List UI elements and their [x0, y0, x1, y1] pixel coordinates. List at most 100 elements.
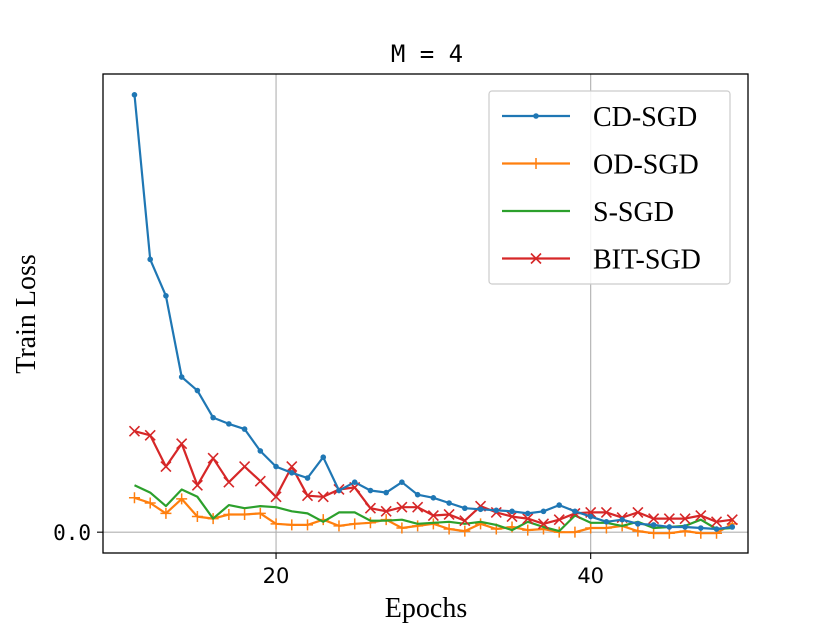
- data-point-bit-sgd-30: [427, 509, 439, 522]
- x-tick-label-40: 40: [577, 564, 604, 588]
- series-cd-sgd: [131, 92, 736, 532]
- data-point-bit-sgd-41: [600, 506, 612, 518]
- legend-marker-cd-sgd: [533, 113, 539, 119]
- data-point-bit-sgd-48: [710, 516, 723, 528]
- data-point-bit-sgd-22: [301, 490, 314, 502]
- data-point-od-sgd-20: [270, 518, 282, 530]
- data-point-od-sgd-24: [333, 520, 345, 532]
- data-point-od-sgd-11: [128, 492, 140, 504]
- data-point-od-sgd-31: [443, 523, 455, 535]
- data-point-od-sgd-25: [349, 518, 361, 530]
- data-point-od-sgd-12: [144, 497, 156, 509]
- data-point-bit-sgd-44: [648, 513, 660, 525]
- data-point-cd-sgd-41: [603, 518, 610, 525]
- data-point-bit-sgd-19: [254, 475, 266, 487]
- data-point-od-sgd-26: [364, 517, 376, 529]
- data-point-cd-sgd-46: [682, 524, 688, 530]
- data-point-od-sgd-17: [223, 508, 235, 520]
- data-point-od-sgd-36: [522, 524, 534, 536]
- data-point-bit-sgd-15: [191, 479, 203, 491]
- data-point-cd-sgd-37: [540, 508, 547, 515]
- data-point-od-sgd-32: [459, 525, 471, 537]
- data-point-bit-sgd-23: [317, 491, 329, 503]
- data-point-cd-sgd-17: [226, 421, 232, 427]
- legend-box: [488, 90, 731, 285]
- data-point-od-sgd-13: [160, 507, 172, 519]
- data-point-cd-sgd-12: [147, 256, 153, 263]
- y-axis-label: Train Loss: [11, 254, 42, 374]
- legend-label-cd-sgd: CD-SGD: [593, 102, 697, 133]
- data-point-cd-sgd-21: [288, 470, 295, 476]
- data-point-od-sgd-18: [239, 508, 251, 520]
- data-point-cd-sgd-30: [430, 495, 437, 501]
- data-point-od-sgd-22: [302, 519, 314, 531]
- data-point-cd-sgd-48: [713, 526, 720, 532]
- data-point-bit-sgd-43: [632, 506, 644, 518]
- data-point-bit-sgd-28: [396, 501, 408, 513]
- data-point-cd-sgd-15: [194, 387, 201, 394]
- data-point-bit-sgd-26: [364, 502, 377, 514]
- data-point-bit-sgd-16: [207, 452, 219, 464]
- x-tick-label-20: 20: [263, 564, 290, 588]
- data-point-cd-sgd-36: [524, 510, 531, 517]
- legend: CD-SGD OD-SGD S-SGD BIT-SGD: [488, 90, 731, 285]
- data-point-od-sgd-40: [585, 522, 597, 534]
- data-point-bit-sgd-14: [176, 438, 188, 450]
- data-point-bit-sgd-45: [663, 513, 675, 525]
- x-axis-label: Epochs: [385, 593, 467, 623]
- legend-marker-od-sgd: [530, 158, 542, 169]
- data-point-cd-sgd-44: [650, 522, 657, 528]
- data-point-bit-sgd-37: [537, 518, 550, 530]
- data-point-cd-sgd-35: [509, 508, 515, 515]
- legend-label-s-sgd: S-SGD: [593, 197, 674, 228]
- data-point-od-sgd-33: [475, 518, 487, 530]
- legend-label-bit-sgd: BIT-SGD: [593, 245, 701, 276]
- data-point-od-sgd-43: [632, 525, 644, 537]
- data-point-cd-sgd-47: [698, 525, 704, 531]
- data-point-bit-sgd-31: [443, 508, 455, 521]
- data-point-cd-sgd-18: [241, 426, 248, 432]
- data-point-od-sgd-19: [254, 507, 266, 519]
- data-point-cd-sgd-11: [131, 92, 138, 98]
- data-point-cd-sgd-13: [163, 292, 169, 299]
- data-point-cd-sgd-45: [666, 524, 673, 530]
- data-point-cd-sgd-20: [273, 463, 279, 470]
- data-point-cd-sgd-25: [351, 479, 358, 485]
- axis-ticks: 20 40 0.0: [53, 521, 604, 588]
- data-point-cd-sgd-24: [336, 487, 342, 494]
- data-point-od-sgd-28: [396, 522, 408, 534]
- legend-entry-s-sgd: S-SGD: [502, 197, 674, 228]
- plot-frame: [102, 73, 749, 554]
- data-point-cd-sgd-29: [414, 491, 421, 498]
- data-point-bit-sgd-49: [726, 514, 738, 526]
- data-point-bit-sgd-11: [128, 425, 141, 437]
- data-point-od-sgd-39: [569, 526, 581, 538]
- data-point-cd-sgd-27: [383, 489, 389, 496]
- data-point-bit-sgd-38: [553, 514, 565, 526]
- data-point-bit-sgd-46: [679, 513, 691, 525]
- data-point-bit-sgd-13: [160, 461, 172, 473]
- data-point-cd-sgd-22: [304, 475, 311, 481]
- legend-entry-od-sgd: OD-SGD: [502, 150, 699, 181]
- data-point-bit-sgd-20: [270, 491, 282, 503]
- data-point-bit-sgd-36: [522, 513, 534, 525]
- legend-marker-bit-sgd: [530, 252, 542, 265]
- data-point-cd-sgd-32: [462, 505, 468, 512]
- data-point-cd-sgd-26: [367, 487, 374, 494]
- data-point-bit-sgd-29: [412, 501, 424, 513]
- data-point-cd-sgd-40: [587, 513, 594, 520]
- data-point-cd-sgd-23: [320, 454, 327, 461]
- data-point-cd-sgd-34: [493, 507, 500, 514]
- data-point-bit-sgd-12: [144, 429, 156, 441]
- data-point-cd-sgd-16: [210, 414, 216, 421]
- legend-label-od-sgd: OD-SGD: [593, 150, 699, 181]
- data-point-od-sgd-21: [286, 519, 298, 531]
- data-point-od-sgd-14: [176, 493, 188, 505]
- data-point-bit-sgd-47: [695, 509, 707, 522]
- data-point-cd-sgd-14: [178, 374, 185, 380]
- series-bit-sgd: [128, 425, 738, 530]
- chart-title: M = 4: [391, 40, 463, 68]
- legend-entry-cd-sgd: CD-SGD: [502, 102, 697, 133]
- data-point-bit-sgd-27: [380, 505, 392, 517]
